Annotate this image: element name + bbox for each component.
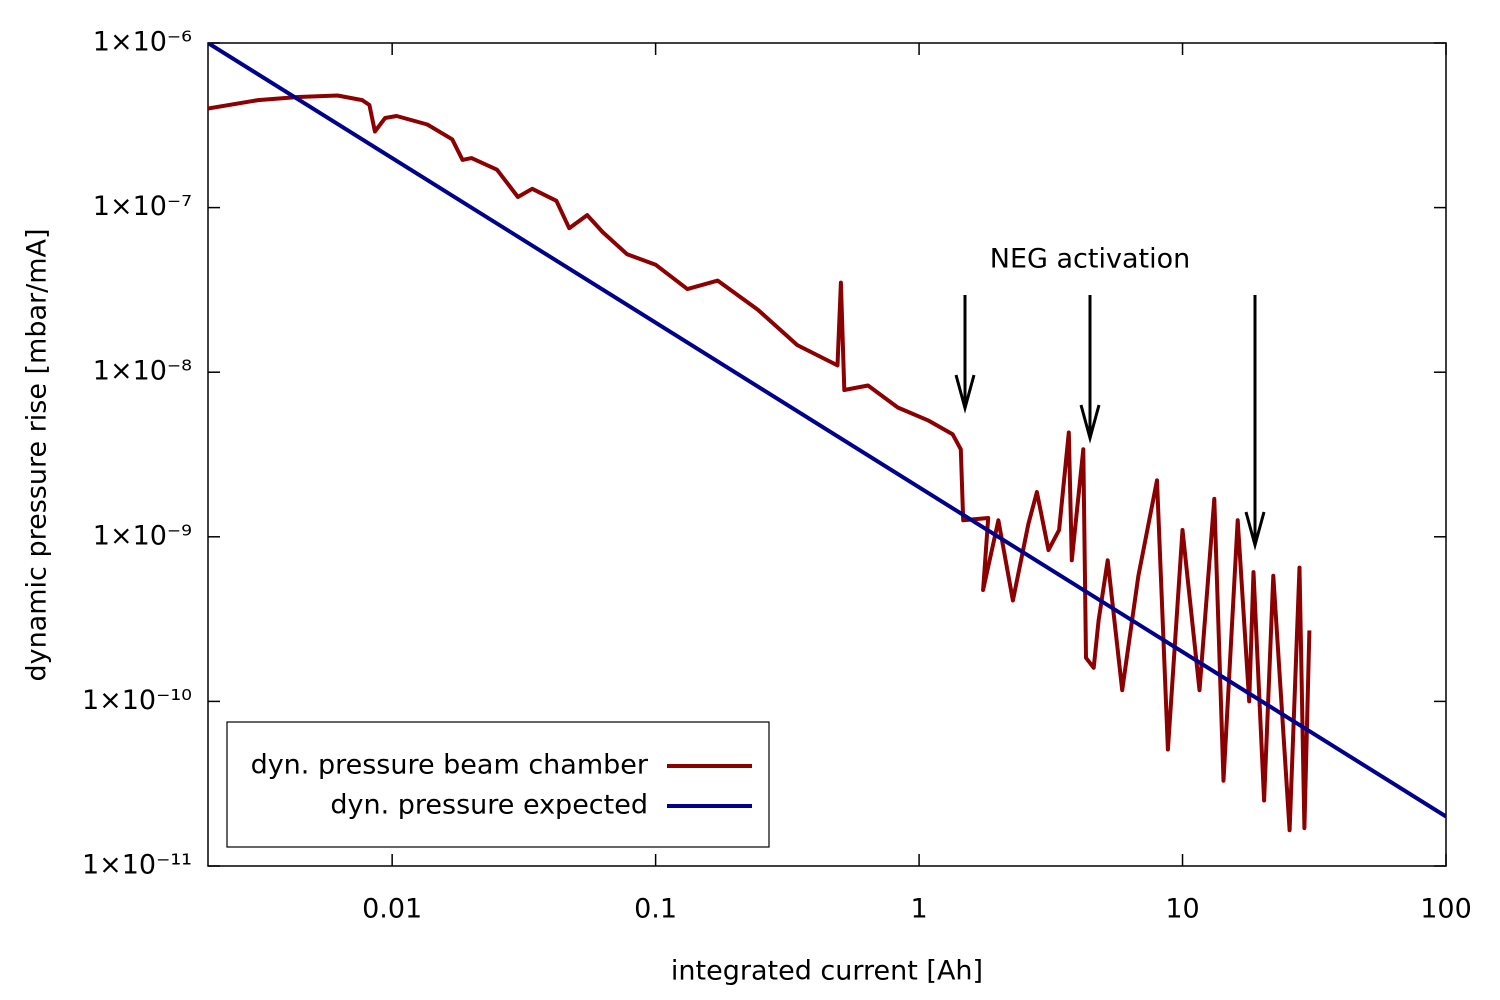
y-tick-label: 1×10⁻⁶ — [93, 27, 192, 58]
legend-label: dyn. pressure beam chamber — [251, 750, 649, 781]
legend-label: dyn. pressure expected — [330, 790, 648, 821]
y-tick-label: 1×10⁻⁷ — [93, 191, 192, 222]
x-axis-label: integrated current [Ah] — [671, 956, 983, 987]
y-tick-label: 1×10⁻¹⁰ — [82, 685, 192, 716]
series-line — [208, 43, 1446, 819]
x-tick-label: 0.1 — [634, 894, 677, 925]
x-tick-label: 0.01 — [362, 894, 422, 925]
y-tick-label: 1×10⁻⁸ — [93, 356, 192, 387]
arrows — [954, 295, 1266, 551]
arrow-head — [1244, 511, 1266, 551]
plot-frame — [207, 42, 1447, 867]
y-tick-label: 1×10⁻¹¹ — [82, 850, 192, 881]
series-line — [208, 93, 1312, 833]
legend-box — [226, 721, 770, 848]
x-tick-label: 100 — [1420, 894, 1472, 925]
x-tick-label: 1 — [910, 894, 927, 925]
arrow-head — [1079, 404, 1101, 444]
annotation: NEG activation — [990, 244, 1190, 275]
x-tick-label: 10 — [1165, 894, 1199, 925]
y-tick-label: 1×10⁻⁹ — [93, 520, 192, 551]
y-axis-label: dynamic pressure rise [mbar/mA] — [22, 228, 53, 681]
arrow-head — [954, 374, 976, 414]
